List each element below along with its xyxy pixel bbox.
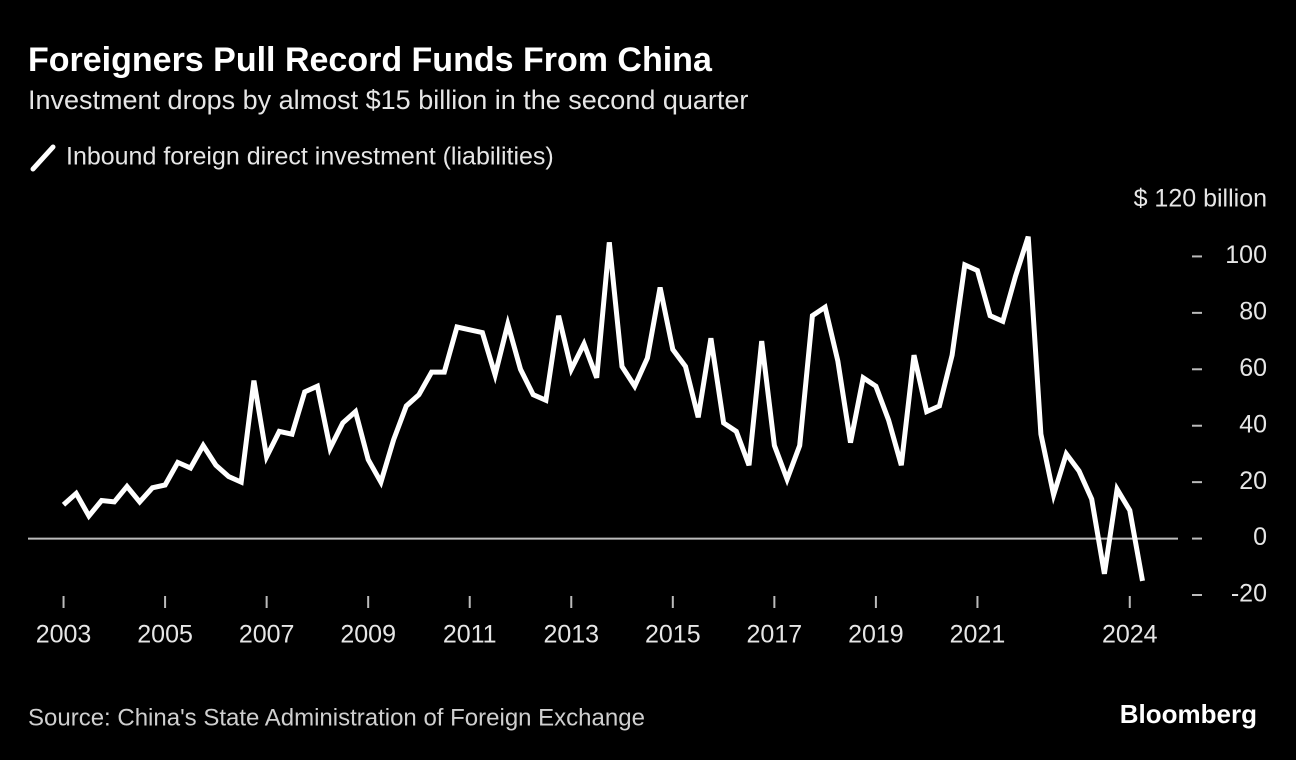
legend-label: Inbound foreign direct investment (liabi… (66, 143, 554, 171)
chart-title: Foreigners Pull Record Funds From China (28, 41, 713, 79)
x-tick-label: 2015 (645, 621, 701, 649)
data-line (61, 235, 1145, 582)
legend-swatch (30, 144, 56, 172)
x-tick-label: 2011 (443, 621, 497, 649)
x-tick-label: 2021 (950, 621, 1006, 649)
y-tick-label: $ 120 billion (1134, 185, 1267, 213)
brand: Bloomberg (1120, 699, 1257, 729)
y-tick-label: 60 (1239, 354, 1267, 382)
y-tick-label: 40 (1239, 410, 1267, 438)
x-tick-label: 2019 (848, 621, 904, 649)
y-tick-label: -20 (1231, 580, 1267, 608)
x-tick-label: 2017 (747, 621, 803, 649)
x-tick-label: 2003 (36, 621, 92, 649)
x-tick-label: 2005 (137, 621, 193, 649)
x-tick-label: 2007 (239, 621, 295, 649)
y-tick-label: 20 (1239, 467, 1267, 495)
y-tick-label: 0 (1253, 523, 1267, 551)
x-tick-label: 2009 (340, 621, 396, 649)
source: Source: China's State Administration of … (28, 704, 645, 731)
y-tick-label: 80 (1239, 297, 1267, 325)
chart-subtitle: Investment drops by almost $15 billion i… (28, 85, 748, 115)
y-tick-label: 100 (1225, 241, 1267, 269)
x-tick-label: 2013 (543, 621, 599, 649)
x-tick-label: 2024 (1102, 621, 1158, 649)
